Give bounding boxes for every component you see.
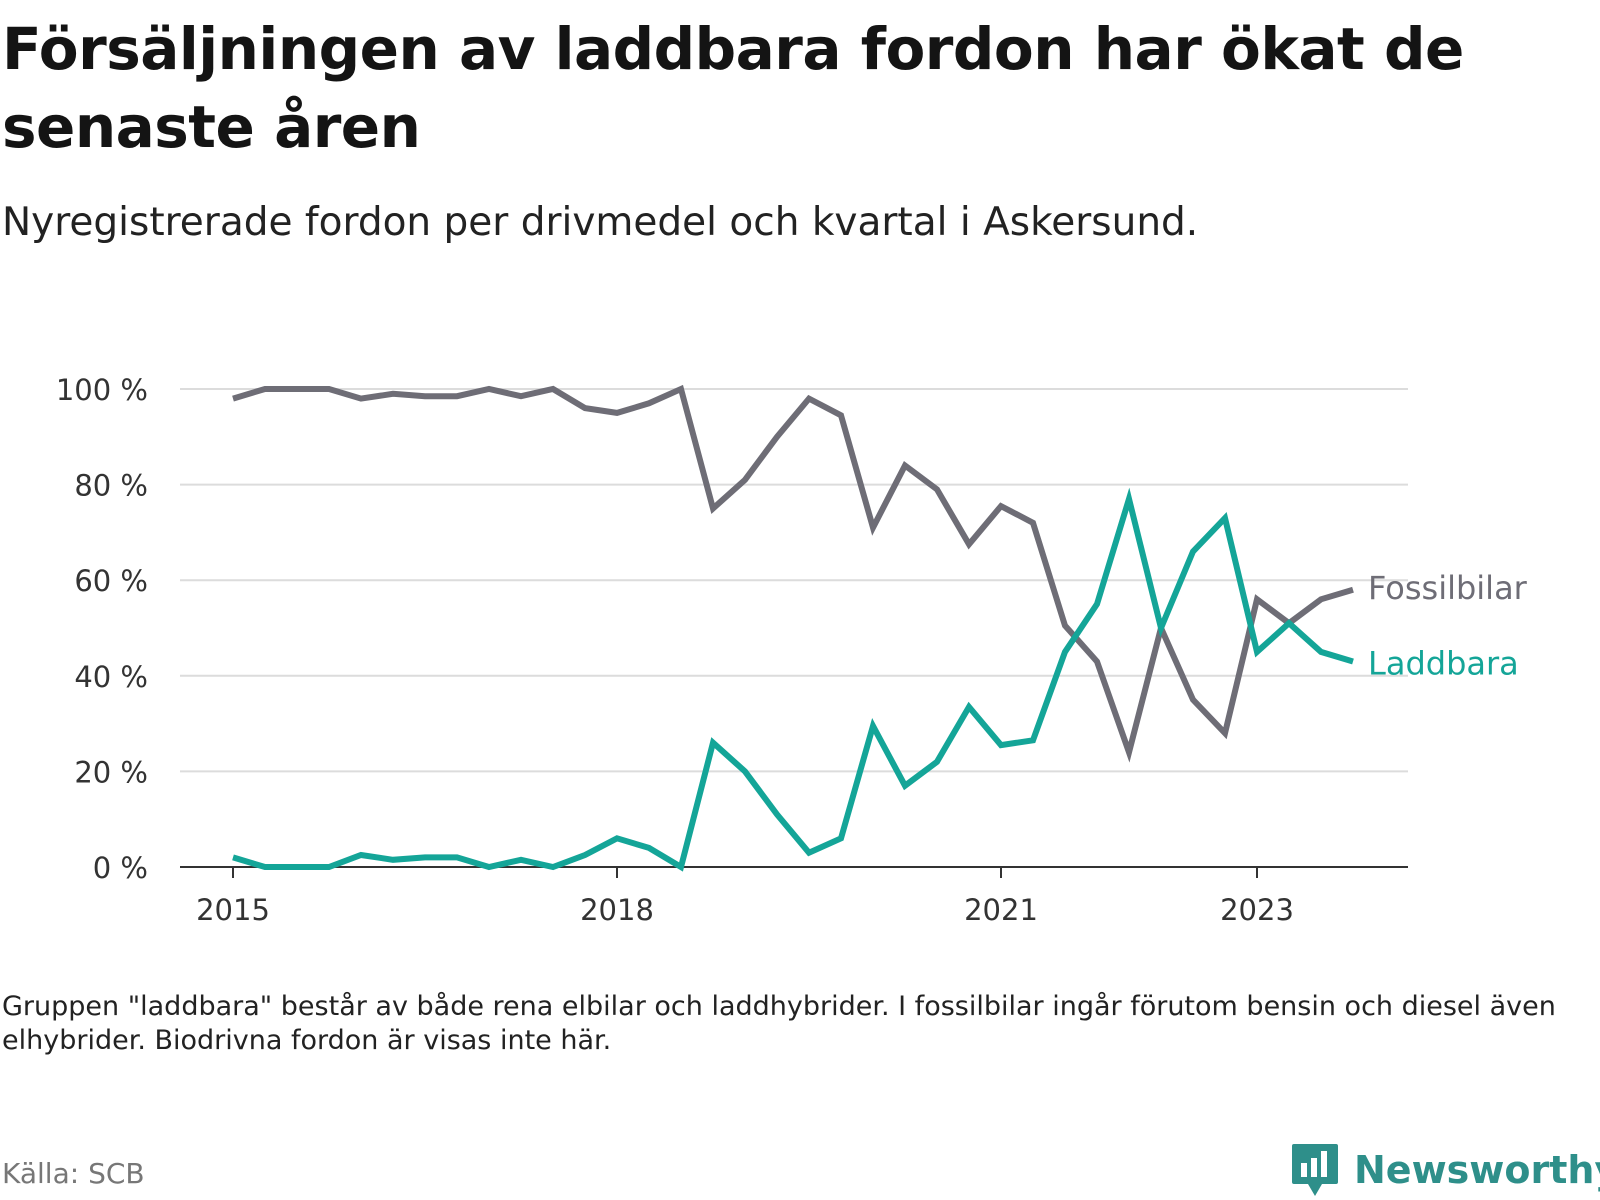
- y-tick-label: 100 %: [56, 373, 148, 407]
- series-line-fossilbilar: [232, 384, 1354, 763]
- x-tick-label: 2023: [1220, 893, 1294, 927]
- x-tick-label: 2015: [196, 893, 270, 927]
- newsworthy-logo-icon: [1292, 1144, 1338, 1196]
- series-label-laddbara: Laddbara: [1368, 644, 1519, 682]
- x-tick-label: 2018: [580, 893, 654, 927]
- x-axis: 2015 2018 2021 2023: [180, 866, 1408, 927]
- y-axis-ticks: 0 % 20 % 40 % 60 % 80 % 100 %: [56, 373, 148, 885]
- y-tick-label: 60 %: [74, 564, 148, 598]
- y-tick-label: 20 %: [74, 755, 148, 789]
- grid-lines: [180, 388, 1408, 773]
- chart-title: Försäljningen av laddbara fordon har öka…: [2, 15, 1464, 161]
- series-label-fossilbilar: Fossilbilar: [1368, 569, 1528, 607]
- y-tick-label: 0 %: [93, 851, 148, 885]
- series-lines: [232, 384, 1354, 872]
- chart-note: Gruppen "laddbara" består av både rena e…: [2, 991, 1556, 1056]
- x-tick-label: 2021: [964, 893, 1038, 927]
- y-tick-label: 40 %: [74, 660, 148, 694]
- brand-name: Newsworthy: [1354, 1148, 1600, 1192]
- series-labels: Fossilbilar Laddbara: [1368, 569, 1528, 683]
- y-tick-label: 80 %: [74, 469, 148, 503]
- line-chart: 0 % 20 % 40 % 60 % 80 % 100 % 2015 2018 2021 202…: [56, 373, 1528, 927]
- brand[interactable]: Newsworthy: [1290, 1140, 1600, 1200]
- source-credit: Källa: SCB: [2, 1157, 145, 1190]
- series-line-laddbara: [232, 487, 1354, 872]
- chart-subtitle: Nyregistrerade fordon per drivmedel och …: [2, 200, 1199, 245]
